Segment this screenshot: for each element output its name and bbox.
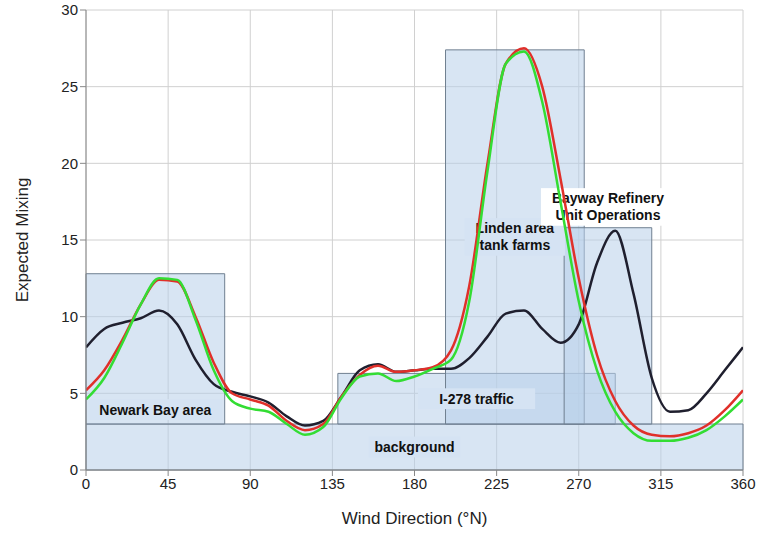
svg-text:Newark Bay area: Newark Bay area <box>99 402 211 418</box>
svg-text:270: 270 <box>566 475 591 492</box>
svg-text:135: 135 <box>320 475 345 492</box>
svg-text:15: 15 <box>61 231 78 248</box>
svg-text:Wind Direction (°N): Wind Direction (°N) <box>342 509 488 528</box>
svg-text:45: 45 <box>160 475 177 492</box>
svg-text:10: 10 <box>61 308 78 325</box>
svg-text:Bayway Refinery: Bayway Refinery <box>552 190 664 206</box>
svg-text:30: 30 <box>61 1 78 18</box>
svg-text:180: 180 <box>402 475 427 492</box>
svg-text:Expected Mixing: Expected Mixing <box>13 178 32 303</box>
svg-text:90: 90 <box>242 475 259 492</box>
svg-text:Linden area: Linden area <box>475 220 555 237</box>
svg-text:225: 225 <box>484 475 509 492</box>
svg-text:background: background <box>374 439 454 455</box>
svg-text:5: 5 <box>70 385 78 402</box>
svg-text:0: 0 <box>82 475 90 492</box>
svg-text:20: 20 <box>61 155 78 172</box>
svg-text:25: 25 <box>61 78 78 95</box>
svg-text:tank farms: tank farms <box>479 237 550 253</box>
svg-text:360: 360 <box>730 475 755 492</box>
svg-text:I-278 traffic: I-278 traffic <box>439 391 514 407</box>
svg-text:315: 315 <box>648 475 673 492</box>
svg-text:0: 0 <box>70 461 78 478</box>
svg-text:Unit Operations: Unit Operations <box>555 207 660 223</box>
